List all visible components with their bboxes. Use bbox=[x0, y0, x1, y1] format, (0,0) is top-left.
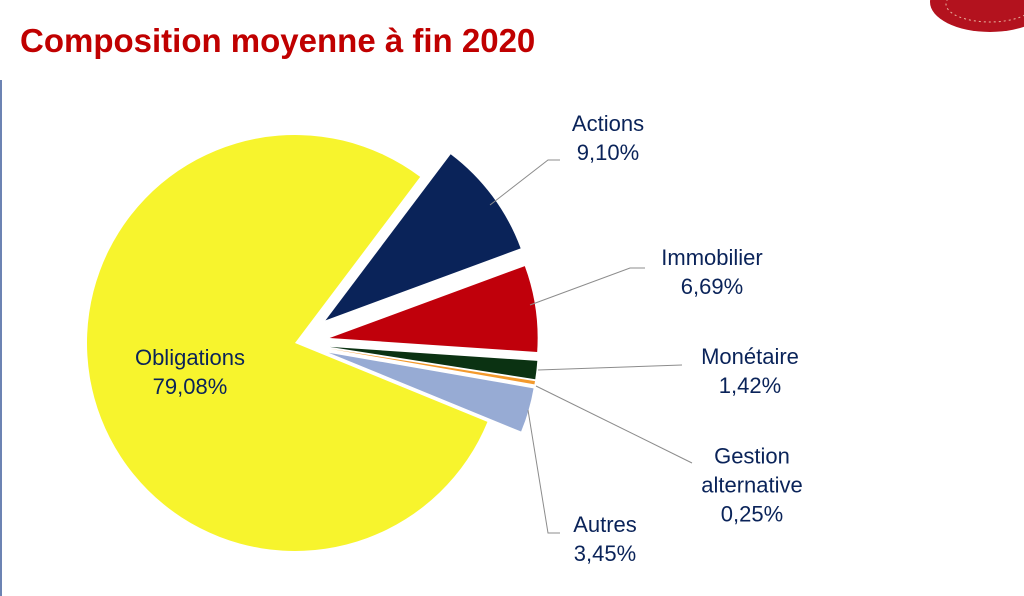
pie-slice bbox=[329, 346, 538, 380]
seal-decoration bbox=[945, 0, 1024, 23]
slice-label: Immobilier 6,69% bbox=[661, 243, 762, 301]
leader-line bbox=[529, 267, 645, 306]
value-label: 1,42% bbox=[718, 373, 782, 398]
pie-slice bbox=[87, 134, 488, 551]
leader-line bbox=[489, 159, 560, 206]
category-label: Autres bbox=[573, 512, 637, 537]
leader-line bbox=[527, 409, 560, 534]
slice-label: Actions 9,10% bbox=[572, 109, 644, 167]
seal-decoration bbox=[930, 0, 1024, 32]
slice-label: Autres 3,45% bbox=[573, 510, 637, 568]
chart-title: Composition moyenne à fin 2020 bbox=[20, 22, 536, 59]
pie-slice bbox=[328, 352, 534, 432]
category-label: Monétaire bbox=[701, 344, 799, 369]
value-label: 0,25% bbox=[720, 501, 784, 527]
value-label: 79,08% bbox=[152, 374, 228, 399]
pie-slice bbox=[329, 266, 538, 352]
pie-slice bbox=[329, 348, 535, 385]
category-label: Actions bbox=[571, 111, 645, 136]
slice-label: Obligations 79,08% bbox=[135, 343, 245, 401]
category-label: Gestion alternative bbox=[701, 443, 803, 498]
slice-label: Gestion alternative 0,25% bbox=[682, 442, 822, 529]
value-label: 6,69% bbox=[680, 274, 744, 299]
leader-line bbox=[535, 385, 693, 464]
value-label: 3,45% bbox=[573, 541, 637, 566]
value-label: 9,10% bbox=[576, 140, 640, 165]
slice-label: Monétaire 1,42% bbox=[701, 342, 799, 400]
category-label: Obligations bbox=[134, 345, 246, 370]
pie-slice bbox=[325, 154, 521, 321]
leader-line bbox=[537, 364, 683, 371]
category-label: Immobilier bbox=[661, 245, 763, 270]
